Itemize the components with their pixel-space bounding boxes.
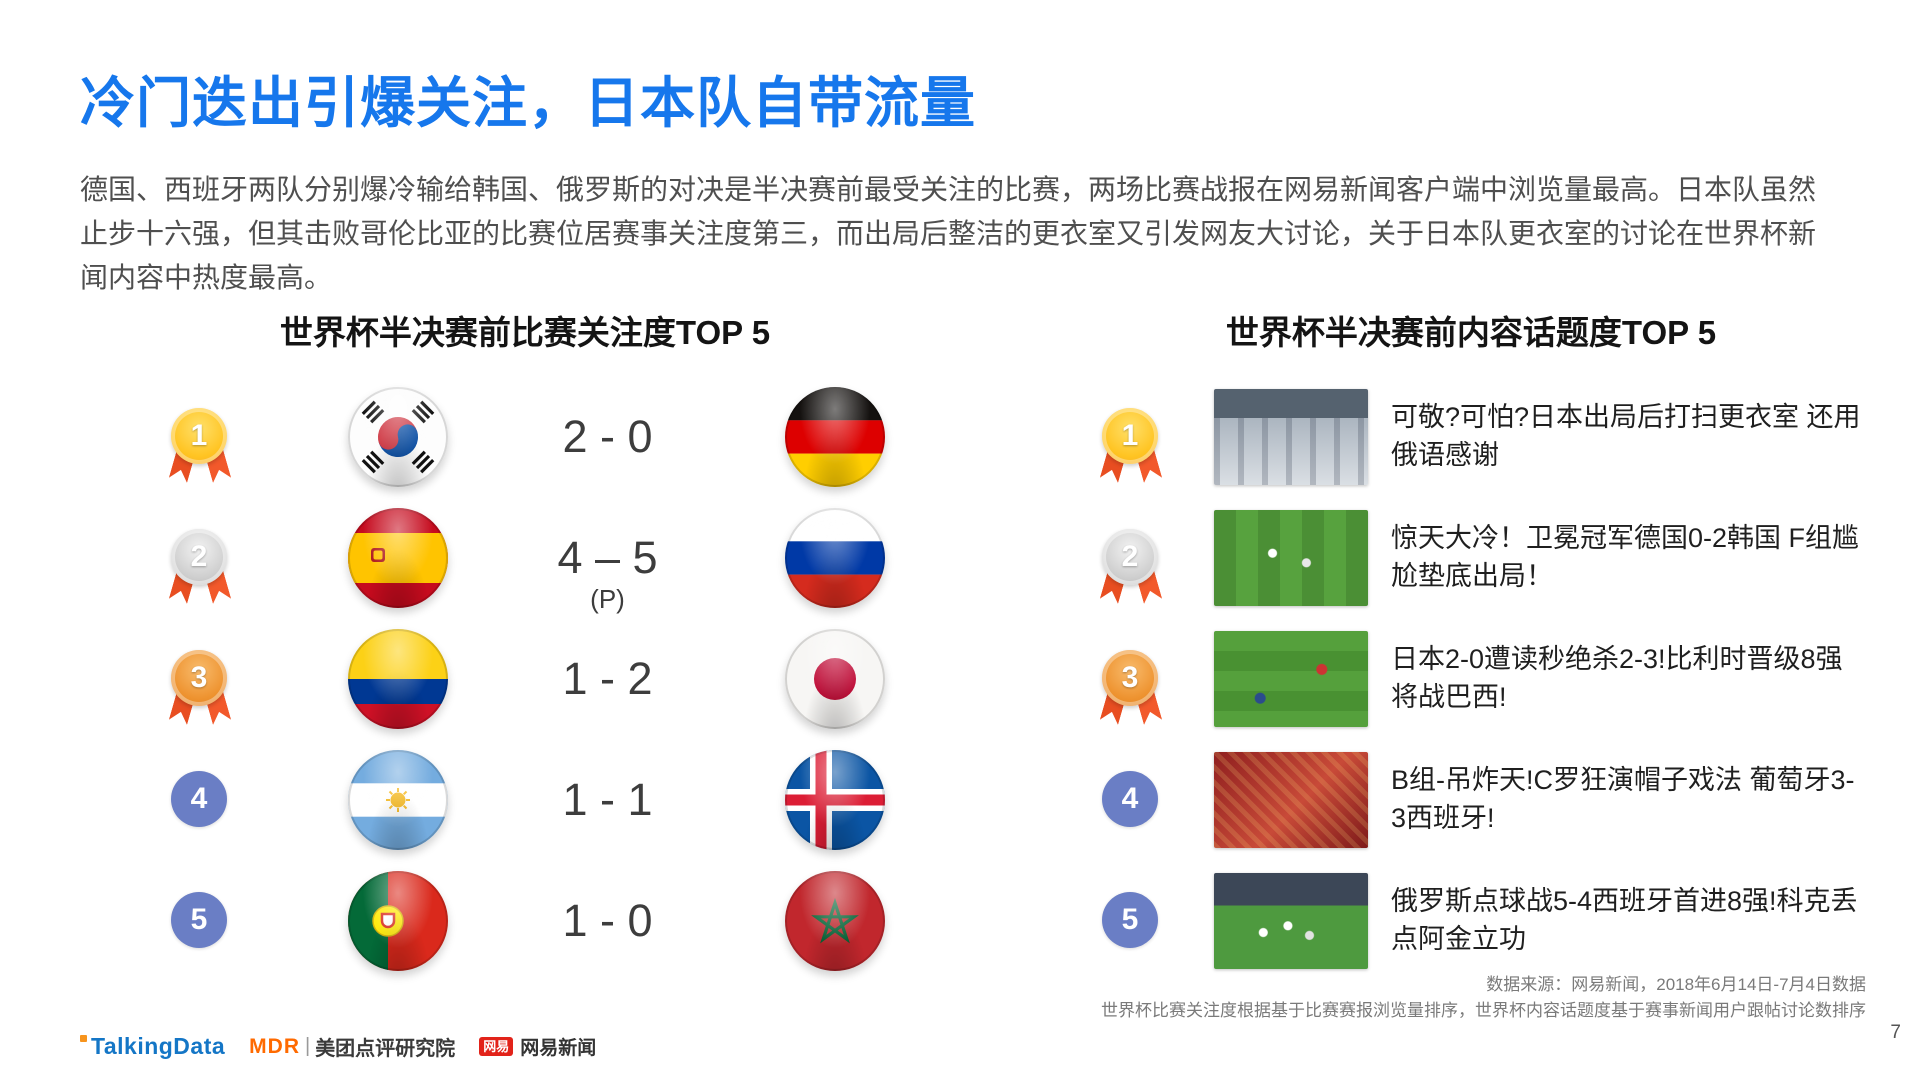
match-score: 1 - 2 <box>562 653 652 705</box>
match-score: 1 - 1 <box>562 774 652 826</box>
talkingdata-logo: TalkingData <box>80 1033 225 1060</box>
match-score: 4 – 5 (P) <box>557 531 658 614</box>
news-thumbnail-russia-spain <box>1214 872 1368 969</box>
flag-portugal-icon <box>347 870 448 971</box>
score-text: 1 - 0 <box>562 894 653 946</box>
netease-news-logo: 网易 网易新闻 <box>479 1033 596 1060</box>
rank-medal-bronze-icon: 3 <box>1102 649 1160 708</box>
news-thumbnail-portugal-fans <box>1214 751 1368 848</box>
footer-logos: TalkingData MDR | 美团点评研究院 网易 网易新闻 <box>80 1032 596 1061</box>
rank-medal-gold-icon: 1 <box>171 407 229 466</box>
flag-iceland-icon <box>785 749 885 850</box>
score-note: (P) <box>590 583 625 614</box>
right-panel-title: 世界杯半决赛前内容话题度TOP 5 <box>1225 314 1717 351</box>
news-headline: 日本2-0遭读秒绝杀2-3!比利时晋级8强将战巴西! <box>1391 643 1843 712</box>
mdr-logo-text: MDR <box>249 1034 300 1058</box>
news-headline: 俄罗斯点球战5-4西班牙首进8强!科克丢点阿金立功 <box>1391 885 1858 954</box>
match-row: 4 <box>100 739 950 860</box>
rank-number: 4 <box>1102 770 1158 827</box>
flag-japan-icon <box>785 628 885 729</box>
rank-number: 2 <box>171 528 227 585</box>
rank-medal-bronze-icon: 3 <box>171 649 229 708</box>
news-headline: 惊天大冷！卫冕冠军德国0-2韩国 F组尴尬垫底出局！ <box>1391 522 1860 591</box>
meituan-dianping-logo: MDR | 美团点评研究院 <box>249 1032 455 1061</box>
flag-south-korea-icon <box>347 386 448 487</box>
left-panel-title: 世界杯半决赛前比赛关注度TOP 5 <box>279 314 771 351</box>
rank-medal-gold-icon: 1 <box>1102 407 1160 466</box>
flag-germany-icon <box>785 386 885 487</box>
netease-badge-icon: 网易 <box>479 1037 514 1056</box>
rank-number: 4 <box>171 770 227 827</box>
flag-spain-icon <box>347 507 448 608</box>
flag-russia-icon <box>785 507 885 608</box>
talkingdata-mark-icon <box>80 1035 87 1042</box>
news-headline: 可敬?可怕?日本出局后打扫更衣室 还用俄语感谢 <box>1391 401 1861 470</box>
news-row: 3 日本2-0遭读秒绝杀2-3!比利时晋级8强将战巴西! <box>1071 618 1871 739</box>
rank-number: 1 <box>1102 407 1158 464</box>
news-thumbnail-germany-korea <box>1214 509 1368 606</box>
match-row: 5 1 - 0 <box>100 860 950 981</box>
news-row: 2 惊天大冷！卫冕冠军德国0-2韩国 F组尴尬垫底出局！ <box>1071 497 1871 618</box>
source-line-1: 数据来源：网易新闻，2018年6月14日-7月4日数据 <box>1486 975 1866 994</box>
match-attention-panel: 世界杯半决赛前比赛关注度TOP 5 1 <box>100 306 950 981</box>
logo-separator: | <box>304 1035 311 1057</box>
rank-number: 2 <box>1102 528 1158 585</box>
score-text: 1 - 1 <box>562 773 653 825</box>
match-row: 2 <box>100 497 950 618</box>
data-source-note: 数据来源：网易新闻，2018年6月14日-7月4日数据 世界杯比赛关注度根据基于… <box>1101 972 1866 1025</box>
score-text: 2 - 0 <box>562 410 653 462</box>
news-thumbnail-locker-room <box>1214 388 1368 485</box>
talkingdata-logo-text: TalkingData <box>91 1033 226 1059</box>
source-line-2: 世界杯比赛关注度根据基于比赛赛报浏览量排序，世界杯内容话题度基于赛事新闻用户跟帖… <box>1101 1001 1866 1021</box>
rank-number: 5 <box>171 891 227 948</box>
intro-paragraph: 德国、西班牙两队分别爆冷输给韩国、俄罗斯的对决是半决赛前最受关注的比赛，两场比赛… <box>80 174 1817 294</box>
flag-argentina-icon <box>347 749 448 850</box>
content-topic-panel: 世界杯半决赛前内容话题度TOP 5 1 可敬?可怕?日本出局后打扫更衣室 还用俄… <box>1071 306 1871 981</box>
page-title: 冷门迭出引爆关注，日本队自带流量 <box>80 72 977 134</box>
score-text: 1 - 2 <box>562 652 653 704</box>
match-row: 3 1 - 2 <box>100 618 950 739</box>
rank-number: 3 <box>1102 649 1158 706</box>
rank-circle-icon: 4 <box>1102 770 1160 829</box>
rank-number: 5 <box>1102 891 1158 948</box>
rank-number: 3 <box>171 649 227 706</box>
news-row: 4 B组-吊炸天!C罗狂演帽子戏法 葡萄牙3-3西班牙! <box>1071 739 1871 860</box>
rank-number: 1 <box>171 407 227 464</box>
news-headline: B组-吊炸天!C罗狂演帽子戏法 葡萄牙3-3西班牙! <box>1391 764 1855 833</box>
match-score: 1 - 0 <box>562 895 652 947</box>
meituan-logo-text: 美团点评研究院 <box>315 1038 456 1060</box>
rank-circle-icon: 4 <box>171 770 229 829</box>
news-thumbnail-japan-belgium <box>1214 630 1368 727</box>
page-number: 7 <box>1890 1022 1901 1043</box>
match-score: 2 - 0 <box>562 411 652 463</box>
match-row: 1 <box>100 376 950 497</box>
score-text: 4 – 5 <box>557 531 658 583</box>
rank-circle-icon: 5 <box>171 891 229 950</box>
rank-medal-silver-icon: 2 <box>171 528 229 587</box>
netease-logo-text: 网易新闻 <box>520 1038 597 1059</box>
rank-medal-silver-icon: 2 <box>1102 528 1160 587</box>
flag-morocco-icon <box>785 870 885 971</box>
flag-colombia-icon <box>347 628 448 729</box>
content-panels: 世界杯半决赛前比赛关注度TOP 5 1 <box>0 306 1871 981</box>
rank-circle-icon: 5 <box>1102 891 1160 950</box>
news-row: 1 可敬?可怕?日本出局后打扫更衣室 还用俄语感谢 <box>1071 376 1871 497</box>
news-row: 5 俄罗斯点球战5-4西班牙首进8强!科克丢点阿金立功 <box>1071 860 1871 981</box>
